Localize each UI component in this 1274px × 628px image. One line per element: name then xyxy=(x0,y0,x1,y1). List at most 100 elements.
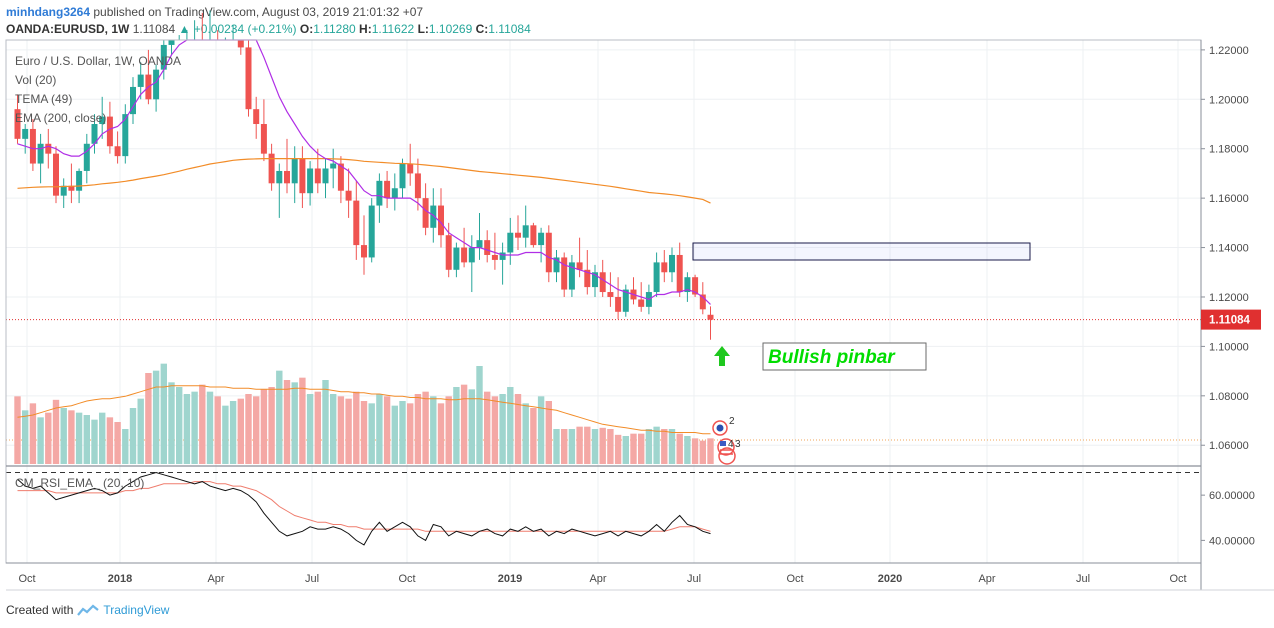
open-value: 1.11280 xyxy=(313,22,356,36)
volume-bar xyxy=(99,412,106,464)
time-tick-label: 2018 xyxy=(108,573,132,585)
candle-body xyxy=(14,109,21,139)
volume-bar xyxy=(137,398,144,464)
candle-body xyxy=(676,254,683,293)
candle-body xyxy=(253,109,260,125)
candle-body xyxy=(484,240,491,255)
candle-body xyxy=(160,44,167,70)
price-tick-label: 1.10000 xyxy=(1209,341,1249,353)
rsi-tick-label: 60.00000 xyxy=(1209,490,1255,502)
volume-bar xyxy=(584,426,591,464)
ohlc-bar: OANDA:EURUSD, 1W 1.11084 ▲ +0.00234 (+0.… xyxy=(6,22,531,36)
candle-body xyxy=(376,180,383,206)
candlesticks[interactable] xyxy=(14,10,714,340)
flag-count-label: 2 xyxy=(729,416,735,427)
candle-body xyxy=(707,314,714,320)
price-tick-label: 1.20000 xyxy=(1209,94,1249,106)
volume-bar xyxy=(75,412,83,464)
change-value: +0.00234 (+0.21%) xyxy=(193,22,297,36)
volume-bar xyxy=(122,429,129,464)
volume-bar xyxy=(607,429,614,464)
candle-body xyxy=(507,232,514,253)
up-arrow-icon xyxy=(714,346,730,366)
candle-body xyxy=(83,143,90,171)
footer: Created with TradingView xyxy=(6,603,169,617)
volume-bar xyxy=(591,429,599,464)
candle-body xyxy=(276,170,283,184)
candle-body xyxy=(299,158,306,194)
publish-info: minhdang3264 published on TradingView.co… xyxy=(6,5,423,19)
time-tick-label: Jul xyxy=(305,573,319,585)
volume-bar xyxy=(283,380,291,464)
candle-body xyxy=(568,262,575,290)
tradingview-logo-icon xyxy=(77,604,100,616)
resistance-zone xyxy=(692,242,1031,261)
candle-body xyxy=(530,225,537,246)
candle-body xyxy=(137,74,144,87)
legend-tema[interactable]: TEMA (49) xyxy=(15,92,73,106)
volume-bar xyxy=(422,391,429,464)
time-tick-label: Apr xyxy=(589,573,606,585)
volume-bar xyxy=(514,394,522,464)
volume-bar xyxy=(253,396,260,464)
price-value: 1.11084 xyxy=(132,22,176,36)
volume-bar xyxy=(530,408,537,464)
price-tick-label: 1.22000 xyxy=(1209,45,1249,57)
annotations: 1.11084 Bullish pinbar 2 4 3 xyxy=(692,242,1261,465)
volume-bar xyxy=(638,433,645,464)
annotation-box xyxy=(762,342,927,371)
candle-body xyxy=(661,262,668,273)
volume-bar xyxy=(460,384,468,464)
open-label: O: xyxy=(299,22,314,36)
candle-body xyxy=(99,116,106,125)
event-count-a: 4 xyxy=(728,439,734,450)
axes: 1.22000 1.20000 1.18000 1.16000 1.14000 1.120… xyxy=(5,39,1274,591)
volume-bar xyxy=(314,391,321,464)
volume-bar xyxy=(684,436,691,464)
candle-body xyxy=(361,245,367,258)
candle-body xyxy=(322,168,329,184)
volume-bar xyxy=(276,370,283,464)
candle-body xyxy=(692,277,699,295)
volume-bar xyxy=(168,382,175,464)
candle-body xyxy=(430,205,437,228)
volume-bar xyxy=(52,399,60,464)
candle-body xyxy=(399,163,406,189)
candle-body xyxy=(345,190,352,201)
price-tick-label: 1.08000 xyxy=(1209,391,1249,403)
volume-bar xyxy=(368,403,375,464)
volume-bar xyxy=(360,401,368,464)
volume-bar xyxy=(291,382,298,464)
volume-bar xyxy=(129,408,137,464)
candle-body xyxy=(607,292,614,297)
candle-body xyxy=(553,257,560,273)
rsi-legend[interactable]: CM_RSI_EMA_ (20, 10) xyxy=(15,476,145,490)
volume-bar xyxy=(484,391,491,464)
tradingview-brand[interactable]: TradingView xyxy=(103,603,170,617)
legend-title: Euro / U.S. Dollar, 1W, OANDA xyxy=(15,54,182,68)
candle-body xyxy=(561,257,568,290)
candle-body xyxy=(268,153,275,184)
volume-bar xyxy=(445,396,452,464)
volume-bar xyxy=(160,363,167,464)
candle-body xyxy=(468,247,475,263)
legend-ema[interactable]: EMA (200, close) xyxy=(15,111,107,125)
time-tick-label: Jul xyxy=(687,573,701,585)
event-count-b: 3 xyxy=(735,439,741,450)
legend-vol[interactable]: Vol (20) xyxy=(15,73,57,87)
price-tick-label: 1.06000 xyxy=(1209,440,1249,452)
volume-bar xyxy=(376,394,383,464)
candle-body xyxy=(260,124,267,154)
candle-body xyxy=(384,180,391,199)
volume-bar xyxy=(476,366,483,464)
symbol-label: OANDA:EURUSD, 1W xyxy=(6,22,130,36)
volume-bar xyxy=(614,434,622,464)
author-link[interactable]: minhdang3264 xyxy=(6,5,91,19)
eu-flag-center xyxy=(716,424,724,432)
time-tick-label: Oct xyxy=(18,573,35,585)
rsi-pane: 60.00000 40.00000 xyxy=(6,471,1255,564)
volume-bar xyxy=(399,401,406,464)
candle-body xyxy=(122,114,129,157)
volume-bar xyxy=(653,426,660,464)
